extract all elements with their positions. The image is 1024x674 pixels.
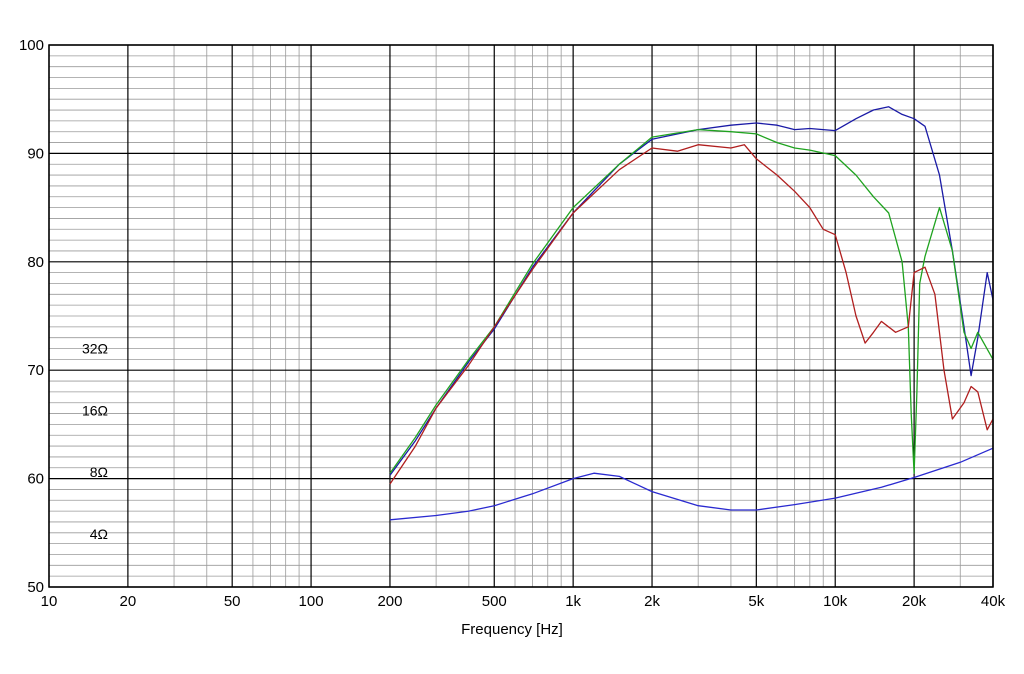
x-tick-label: 2k xyxy=(644,593,660,610)
y-tick-label: 70 xyxy=(27,362,44,379)
impedance-label: 16Ω xyxy=(82,402,108,418)
series-line-2 xyxy=(389,128,994,474)
impedance-labels: 32Ω 16Ω 8Ω 4Ω xyxy=(82,341,108,542)
y-tick-label: 50 xyxy=(27,579,44,596)
x-tick-label: 50 xyxy=(224,593,241,610)
y-tick-labels: 50 60 70 80 90 100 xyxy=(19,37,44,596)
impedance-label: 8Ω xyxy=(90,464,108,480)
x-tick-label: 10 xyxy=(41,593,58,610)
x-tick-label: 200 xyxy=(377,593,402,610)
x-tick-label: 1k xyxy=(565,593,581,610)
y-tick-label: 100 xyxy=(19,37,44,54)
y-tick-label: 90 xyxy=(27,145,44,162)
x-axis-label: Frequency [Hz] xyxy=(461,621,563,638)
x-tick-label: 10k xyxy=(823,593,848,610)
series-line-3 xyxy=(389,144,994,485)
x-tick-label: 500 xyxy=(482,593,507,610)
x-tick-label: 20k xyxy=(902,593,927,610)
plot-frame xyxy=(48,44,994,588)
x-tick-label: 20 xyxy=(120,593,137,610)
series-layer xyxy=(389,106,994,521)
series-line-4 xyxy=(389,447,994,521)
x-tick-label: 5k xyxy=(748,593,764,610)
y-tick-label: 60 xyxy=(27,471,44,488)
y-tick-label: 80 xyxy=(27,254,44,271)
x-tick-labels: 10 20 50 100 200 500 1k 2k 5k 10k 20k 40k xyxy=(41,593,1006,610)
x-tick-label: 100 xyxy=(299,593,324,610)
x-tick-label: 40k xyxy=(981,593,1006,610)
impedance-label: 4Ω xyxy=(90,526,108,542)
impedance-label: 32Ω xyxy=(82,341,108,357)
